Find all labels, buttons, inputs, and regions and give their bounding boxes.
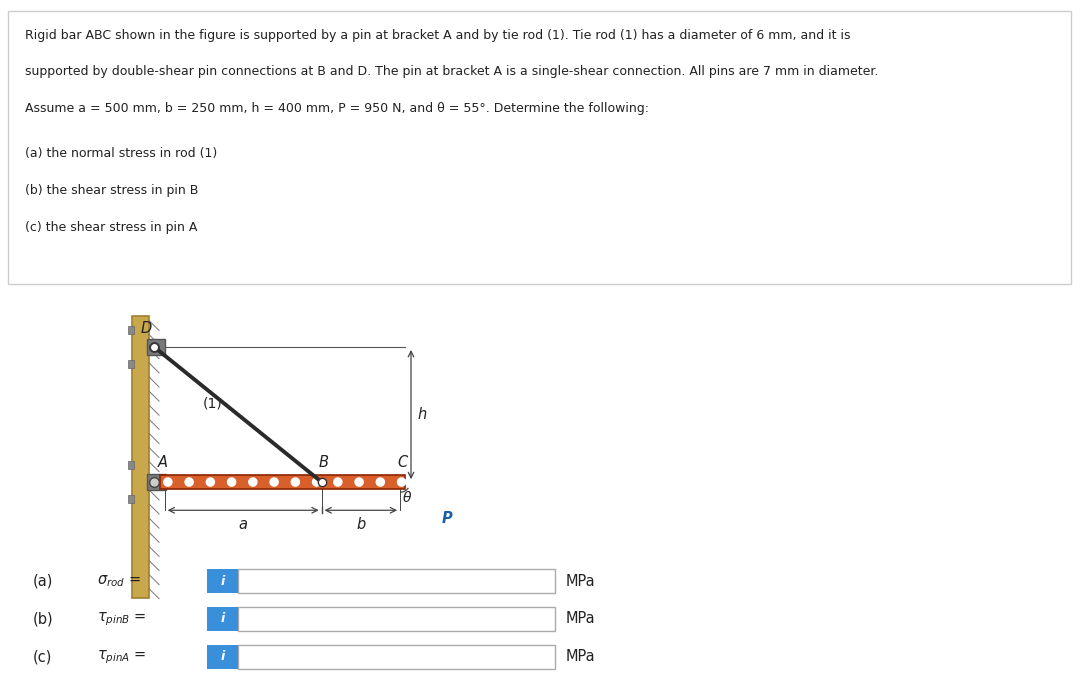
Text: a: a — [239, 517, 247, 532]
Circle shape — [185, 478, 193, 486]
Text: C: C — [397, 455, 407, 470]
Text: (c) the shear stress in pin A: (c) the shear stress in pin A — [25, 221, 197, 234]
Bar — [129, 461, 134, 469]
Bar — [129, 360, 134, 368]
Circle shape — [206, 478, 215, 486]
Circle shape — [376, 478, 384, 486]
Text: θ: θ — [403, 491, 411, 505]
Bar — [129, 495, 134, 503]
FancyBboxPatch shape — [207, 644, 238, 669]
Text: (b): (b) — [32, 612, 53, 626]
Text: Rigid bar ABC shown in the figure is supported by a pin at bracket A and by tie : Rigid bar ABC shown in the figure is sup… — [25, 29, 850, 42]
Bar — [148, 340, 165, 355]
Text: Assume a = 500 mm, b = 250 mm, h = 400 mm, P = 950 N, and θ = 55°. Determine the: Assume a = 500 mm, b = 250 mm, h = 400 m… — [25, 102, 649, 115]
Text: h: h — [417, 407, 427, 422]
Bar — [148, 474, 166, 490]
Text: (a) the normal stress in rod (1): (a) the normal stress in rod (1) — [25, 147, 217, 160]
FancyBboxPatch shape — [207, 607, 238, 631]
Text: (1): (1) — [203, 397, 222, 411]
Text: $\sigma_{rod}$ =: $\sigma_{rod}$ = — [97, 573, 140, 589]
Circle shape — [334, 478, 342, 486]
Text: B: B — [319, 455, 328, 470]
Circle shape — [312, 478, 321, 486]
FancyBboxPatch shape — [207, 569, 238, 593]
Text: $\tau_{pin B}$ =: $\tau_{pin B}$ = — [97, 610, 146, 627]
Circle shape — [228, 478, 235, 486]
Circle shape — [248, 478, 257, 486]
Text: (a): (a) — [32, 574, 53, 589]
Text: i: i — [220, 612, 225, 625]
Circle shape — [164, 478, 172, 486]
Circle shape — [397, 478, 406, 486]
Text: P: P — [442, 511, 453, 526]
Bar — [238, 644, 554, 669]
Text: MPa: MPa — [565, 649, 595, 664]
Text: A: A — [158, 455, 168, 470]
Bar — [132, 316, 149, 598]
Text: b: b — [356, 517, 365, 532]
Text: (c): (c) — [32, 649, 52, 664]
Bar — [238, 607, 554, 631]
Circle shape — [270, 478, 279, 486]
Text: supported by double-shear pin connections at B and D. The pin at bracket A is a : supported by double-shear pin connection… — [25, 65, 878, 78]
Text: MPa: MPa — [565, 574, 595, 589]
Text: i: i — [220, 650, 225, 664]
Circle shape — [292, 478, 299, 486]
Text: (b) the shear stress in pin B: (b) the shear stress in pin B — [25, 184, 198, 197]
Bar — [129, 326, 134, 334]
Bar — [160, 475, 405, 488]
Circle shape — [355, 478, 363, 486]
Text: $\tau_{pin A}$ =: $\tau_{pin A}$ = — [97, 648, 146, 666]
Text: i: i — [220, 574, 225, 588]
Bar — [238, 569, 554, 593]
Text: MPa: MPa — [565, 612, 595, 626]
Text: D: D — [140, 321, 152, 336]
